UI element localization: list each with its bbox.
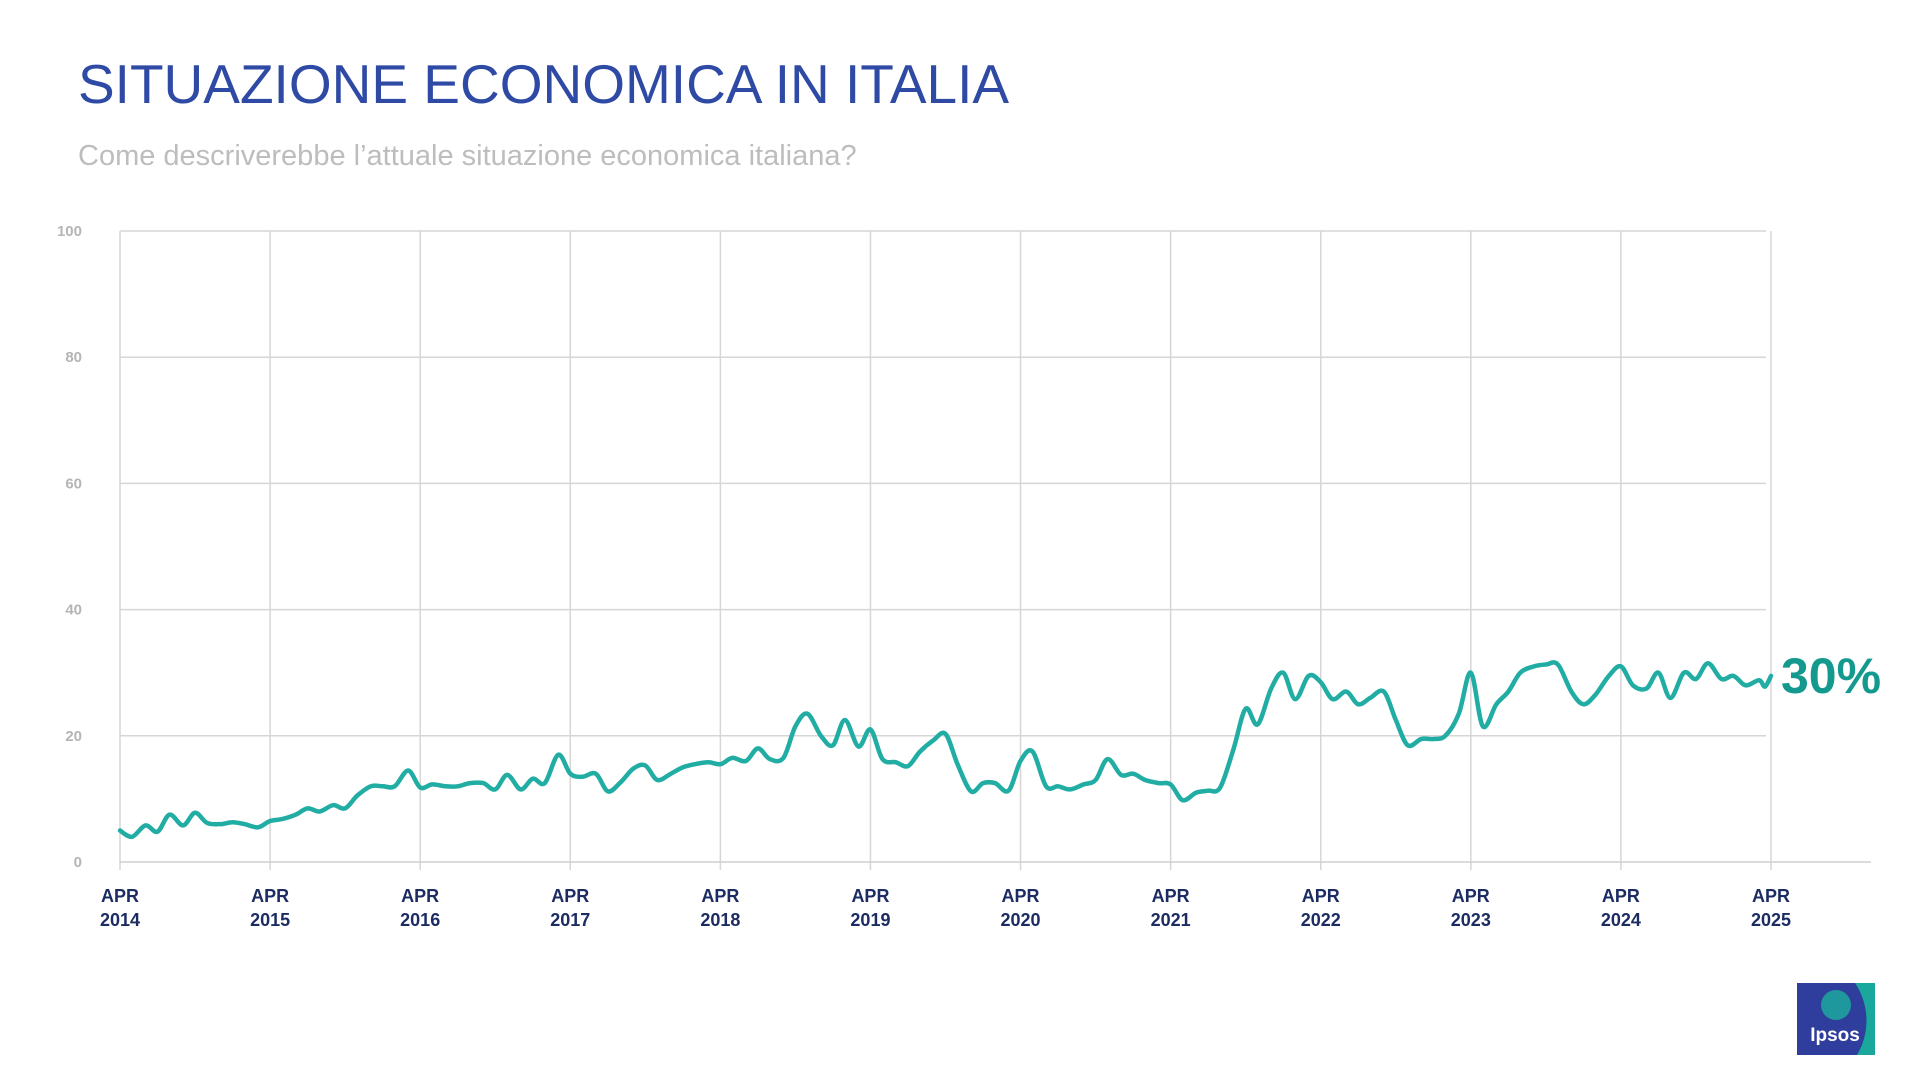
x-tick-label: APR 2020 [1001,886,1041,930]
chart-series [117,660,1774,840]
x-tick-label-line: 2018 [700,910,740,930]
x-tick-label-line: 2020 [1001,910,1041,930]
y-tick-label: 100 [57,223,82,240]
y-tick-label: 60 [65,475,82,492]
x-tick-label: APR 2023 [1451,886,1491,930]
x-tick-label-line: APR [1602,886,1640,906]
x-tick-label-line: 2017 [550,910,590,930]
y-tick-label: 0 [74,854,82,871]
ipsos-logo: Ipsos [1797,983,1875,1055]
x-tick-label-line: 2016 [400,910,440,930]
x-tick-label: APR 2022 [1301,886,1341,930]
page-subtitle: Come descriverebbe l’attuale situazione … [78,140,857,172]
x-tick-label: APR 2015 [250,886,290,930]
logo-text: Ipsos [1810,1025,1860,1046]
x-tick-label-line: 2015 [250,910,290,930]
x-tick-label-line: 2022 [1301,910,1341,930]
x-tick-label-line: 2021 [1151,910,1191,930]
x-tick-label: APR 2019 [850,886,890,930]
logo-circle [1821,990,1851,1020]
x-tick-label-line: APR [1302,886,1340,906]
logo-accent [1855,983,1875,1055]
y-tick-label: 20 [65,728,82,745]
x-tick-label-line: APR [851,886,889,906]
x-tick-label-line: APR [701,886,739,906]
x-tick-label: APR 2018 [700,886,740,930]
x-tick-label-line: APR [401,886,439,906]
y-tick-label: 40 [65,602,82,619]
x-tick-label: APR 2014 [100,886,140,930]
x-tick-label: APR 2016 [400,886,440,930]
x-tick-label-line: 2023 [1451,910,1491,930]
chart-labels: 0 20 40 60 80 100 APR 2014 APR 2015 APR 2016 APR 2017… [57,223,1881,930]
x-tick-label-line: APR [1752,886,1790,906]
x-tick-label: APR 2017 [550,886,590,930]
x-tick-label-line: APR [101,886,139,906]
x-tick-label-line: APR [251,886,289,906]
page-title: SITUAZIONE ECONOMICA IN ITALIA [78,53,1010,115]
x-tick-label-line: 2025 [1751,910,1791,930]
x-tick-label: APR 2021 [1151,886,1191,930]
y-tick-label: 80 [65,349,82,366]
x-tick-label-line: APR [1452,886,1490,906]
end-value-label: 30% [1781,648,1881,704]
chart-grid [119,230,1772,870]
series-line [117,660,1774,840]
x-tick-label-line: APR [1152,886,1190,906]
x-tick-label: APR 2024 [1601,886,1641,930]
ipsos-logo-mark: Ipsos [1797,983,1875,1055]
x-tick-label: APR 2025 [1751,886,1791,930]
x-tick-label-line: 2019 [850,910,890,930]
x-tick-label-line: APR [1002,886,1040,906]
x-tick-label-line: 2024 [1601,910,1641,930]
x-tick-label-line: 2014 [100,910,140,930]
x-tick-label-line: APR [551,886,589,906]
